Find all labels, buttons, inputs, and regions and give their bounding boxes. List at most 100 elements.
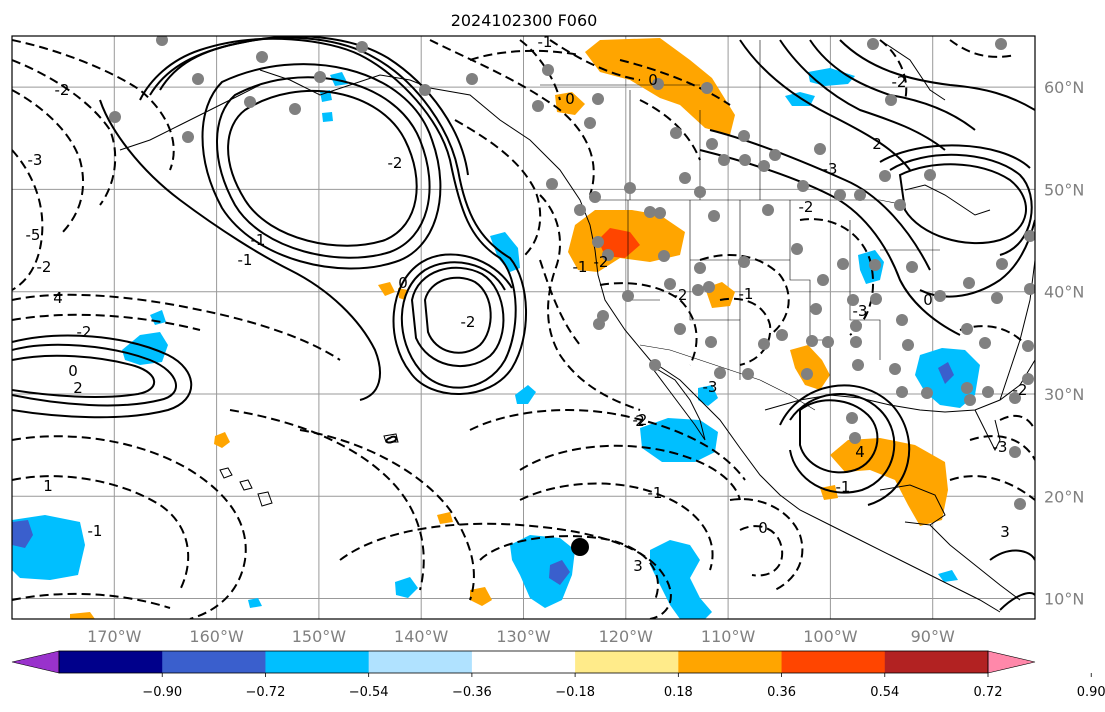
anomaly-strong-negative: [12, 520, 33, 548]
station-dot: [894, 199, 906, 211]
contour-solid: [779, 39, 946, 151]
station-dot: [718, 154, 730, 166]
contour-label: 4: [855, 443, 865, 461]
contour-solid: [779, 384, 911, 506]
colorbar-tick-label: 0.90: [1077, 685, 1105, 700]
station-dot: [705, 336, 717, 348]
station-dot: [644, 206, 656, 218]
contour-label: -1: [739, 285, 754, 303]
contour-label: 0: [923, 291, 933, 309]
station-dot: [192, 73, 204, 85]
station-dot: [1009, 446, 1021, 458]
colorbar: [11, 650, 1036, 674]
contour-dashed: [969, 435, 1035, 461]
contour-dashed: [12, 475, 190, 591]
contour-dashed: [12, 149, 44, 291]
station-dot: [762, 204, 774, 216]
station-dot: [706, 138, 718, 150]
contour-solid: [385, 435, 398, 444]
anomaly-positive: [214, 432, 230, 448]
hawaii-1: [219, 467, 233, 479]
contour-dashed: [549, 39, 641, 81]
lon-label: 120°W: [599, 627, 654, 646]
anomaly-positive: [437, 512, 453, 524]
contour-label: -3: [993, 438, 1008, 456]
contour-dashed: [519, 482, 714, 571]
station-dot: [924, 169, 936, 181]
station-dot: [797, 180, 809, 192]
station-dot: [649, 359, 661, 371]
contour-solid: [999, 592, 1035, 611]
contour-labels: -2-3-5-24-2021-12-130-14-22-3-20-3-33-2-…: [26, 33, 1028, 575]
station-dot: [622, 290, 634, 302]
contour-dashed: [339, 522, 672, 619]
station-dot: [850, 336, 862, 348]
contour-solid: [12, 334, 193, 419]
contour-dashed: [539, 259, 581, 346]
anomaly-negative: [320, 90, 332, 102]
contour-dashed: [12, 293, 341, 361]
contour-label: -2: [37, 258, 52, 276]
contour-solid: [216, 76, 431, 259]
station-dot: [589, 191, 601, 203]
contour-dashed: [12, 592, 171, 609]
colorbar-segment: [471, 651, 576, 673]
station-dot: [1014, 498, 1026, 510]
colorbar-segment: [575, 651, 679, 673]
lon-label: 140°W: [394, 627, 449, 646]
contour-solid: [227, 90, 418, 247]
contour-dashed: [639, 99, 701, 161]
lon-label: 150°W: [292, 627, 347, 646]
station-dot: [921, 387, 933, 399]
contour-solid: [410, 266, 505, 367]
lon-label: 110°W: [701, 627, 756, 646]
lon-label: 160°W: [189, 627, 244, 646]
contour-dashed: [699, 254, 790, 336]
contour-dashed: [999, 414, 1035, 431]
anomaly-strong-negative: [549, 560, 570, 585]
anomaly-positive: [378, 282, 395, 296]
station-dot: [592, 236, 604, 248]
contour-label: 3: [1000, 523, 1010, 541]
station-dot: [817, 274, 829, 286]
contour-label: -2: [892, 73, 907, 91]
station-dot: [670, 127, 682, 139]
station-dot: [961, 382, 973, 394]
colorbar-tick-labels: −0.90 −0.72 −0.54 −0.36 −0.18 0.18 0.36 0.54 0.7…: [142, 673, 1105, 700]
station-dot: [593, 318, 605, 330]
contour-label: -2: [77, 323, 92, 341]
station-dot: [244, 96, 256, 108]
contour-label: -5: [26, 226, 41, 244]
contour-dashed: [12, 59, 117, 206]
anomaly-negative: [510, 535, 575, 608]
station-dot: [592, 93, 604, 105]
great-lakes: [904, 184, 991, 216]
lat-label: 30°N: [1044, 385, 1084, 404]
contour-label: -2: [633, 411, 648, 429]
contour-dashed: [729, 498, 804, 591]
contour-label: -1: [538, 33, 553, 51]
colorbar-tick-label: 0.36: [767, 685, 796, 700]
station-dot: [466, 73, 478, 85]
station-dot: [314, 71, 326, 83]
central-america: [929, 524, 1021, 601]
contour-solid: [789, 393, 896, 494]
station-dot: [1024, 230, 1035, 242]
contour-label: -2: [388, 154, 403, 172]
contour-solid: [423, 276, 492, 354]
station-dot: [849, 432, 861, 444]
contour-dashed: [879, 39, 908, 101]
station-dot: [870, 293, 882, 305]
station-dot: [852, 359, 864, 371]
contour-dashed: [719, 297, 772, 366]
contour-dashed: [949, 39, 1016, 58]
lat-label: 10°N: [1044, 590, 1084, 609]
station-dot: [885, 94, 897, 106]
contour-solid: [12, 343, 177, 407]
station-dot: [995, 38, 1007, 50]
station-dot: [602, 249, 614, 261]
station-dot: [679, 172, 691, 184]
figure-title: 2024102300 F060: [451, 11, 598, 30]
station-dot: [1022, 373, 1034, 385]
